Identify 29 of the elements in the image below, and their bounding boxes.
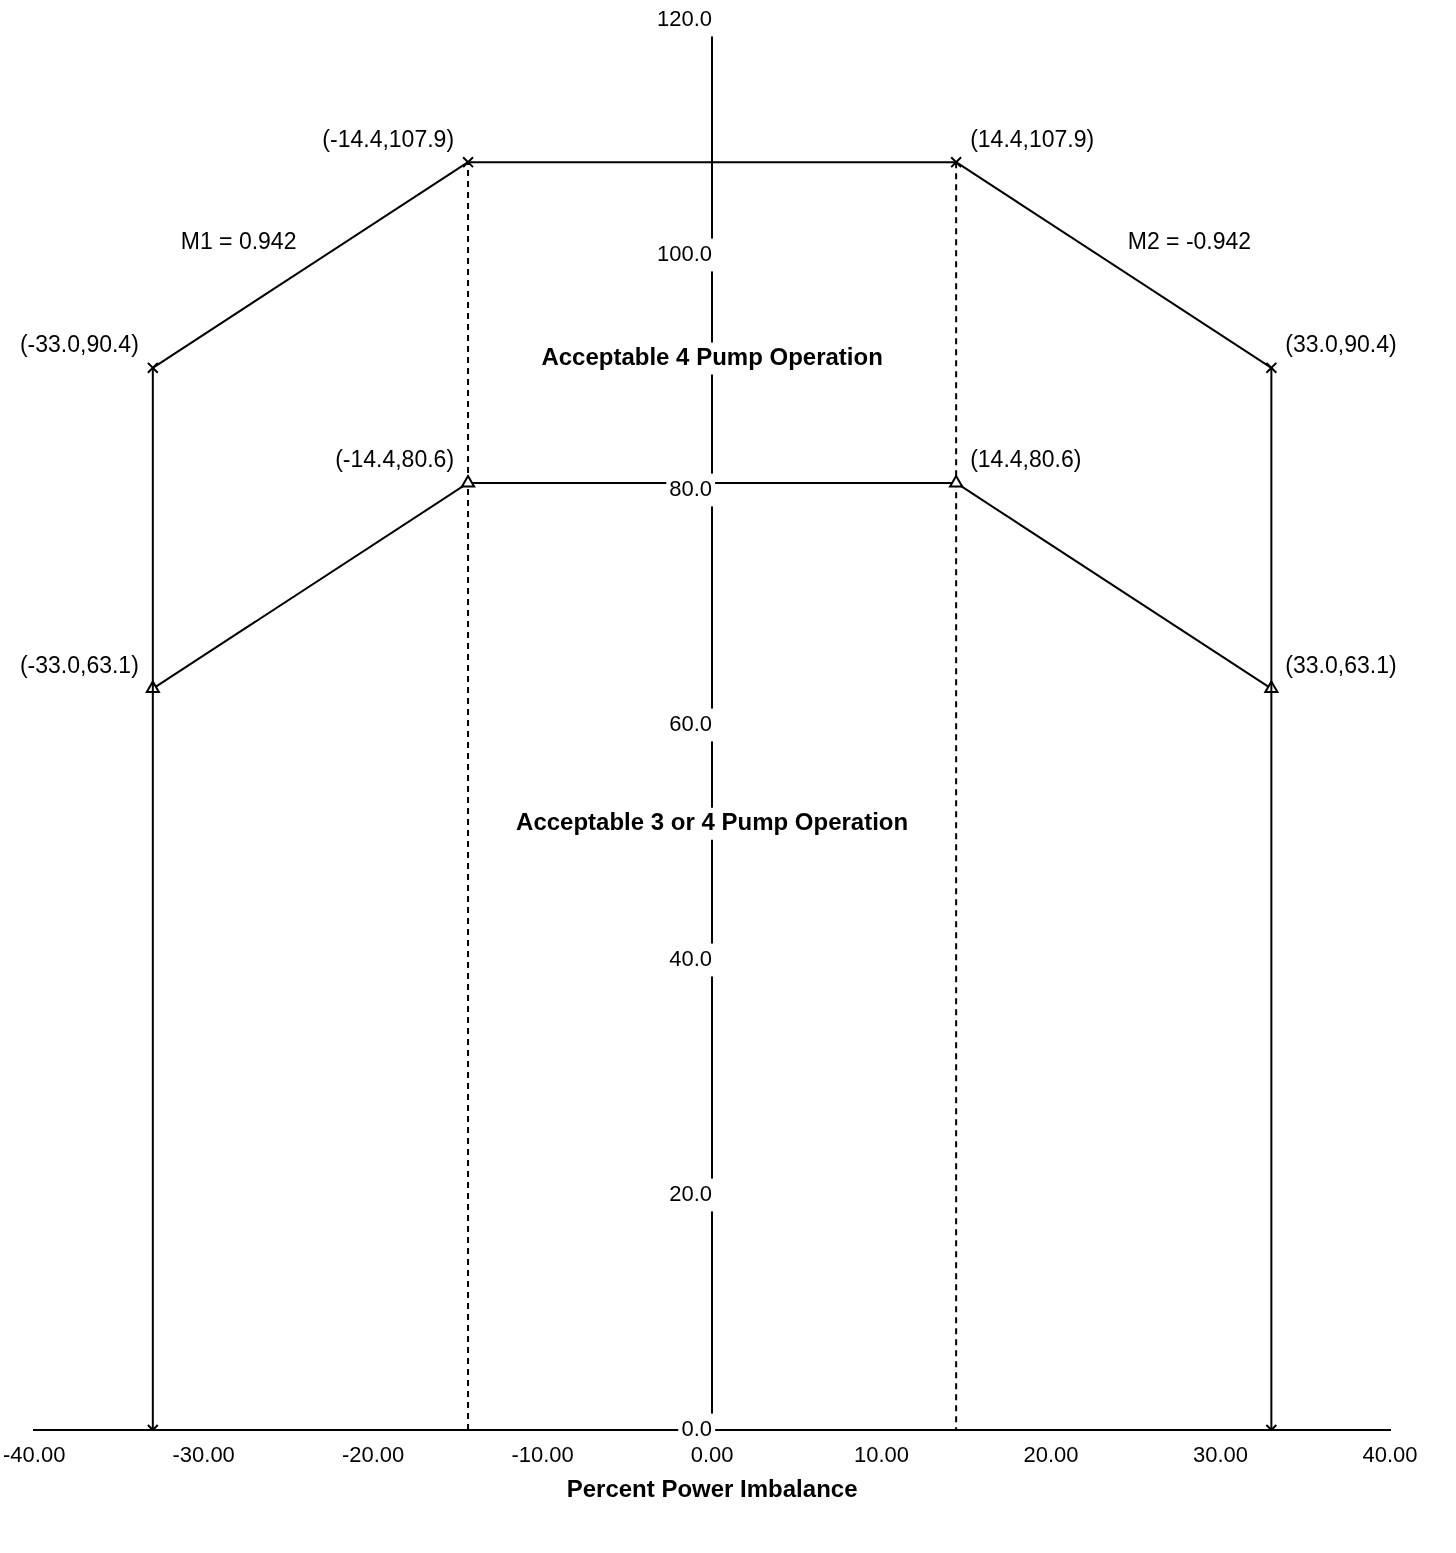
x-tick-label: 30.00 — [1192, 1442, 1249, 1468]
x-tick-label: -10.00 — [511, 1442, 574, 1468]
x-tick-label: -30.00 — [172, 1442, 235, 1468]
y-tick-label: 40.0 — [669, 946, 713, 972]
x-tick-label: -20.00 — [341, 1442, 405, 1468]
annotation: (33.0,63.1) — [1285, 651, 1397, 678]
annotation: M1 = 0.942 — [180, 227, 297, 254]
annotation: (33.0,90.4) — [1285, 331, 1397, 358]
y-tick-label: 20.0 — [669, 1181, 713, 1207]
y-tick-label: 60.0 — [669, 711, 713, 737]
x-tick-label: 40.00 — [1362, 1442, 1418, 1468]
x-tick-label: 10.00 — [854, 1442, 910, 1468]
y-tick-label: 0.0 — [681, 1416, 713, 1442]
y-tick-label: 100.0 — [657, 241, 713, 267]
annotation: (-33.0,63.1) — [19, 651, 139, 678]
annotation: Acceptable 4 Pump Operation — [541, 343, 883, 371]
annotation: Acceptable 3 or 4 Pump Operation — [516, 808, 909, 836]
x-tick-label: 0.00 — [690, 1442, 734, 1468]
x-tick-label: -40.00 — [2, 1442, 66, 1468]
annotation: (14.4,107.9) — [970, 125, 1095, 152]
annotation: (-14.4,80.6) — [335, 446, 455, 473]
y-tick-label: 120.0 — [657, 6, 713, 32]
x-axis-title: Percent Power Imbalance — [566, 1475, 858, 1503]
annotation: (14.4,80.6) — [970, 446, 1082, 473]
annotation: (-33.0,90.4) — [19, 331, 139, 358]
y-tick-label: 80.0 — [669, 476, 713, 502]
x-tick-label: 20.00 — [1023, 1442, 1079, 1468]
annotation: (-14.4,107.9) — [322, 125, 455, 152]
annotation: M2 = -0.942 — [1127, 227, 1252, 254]
